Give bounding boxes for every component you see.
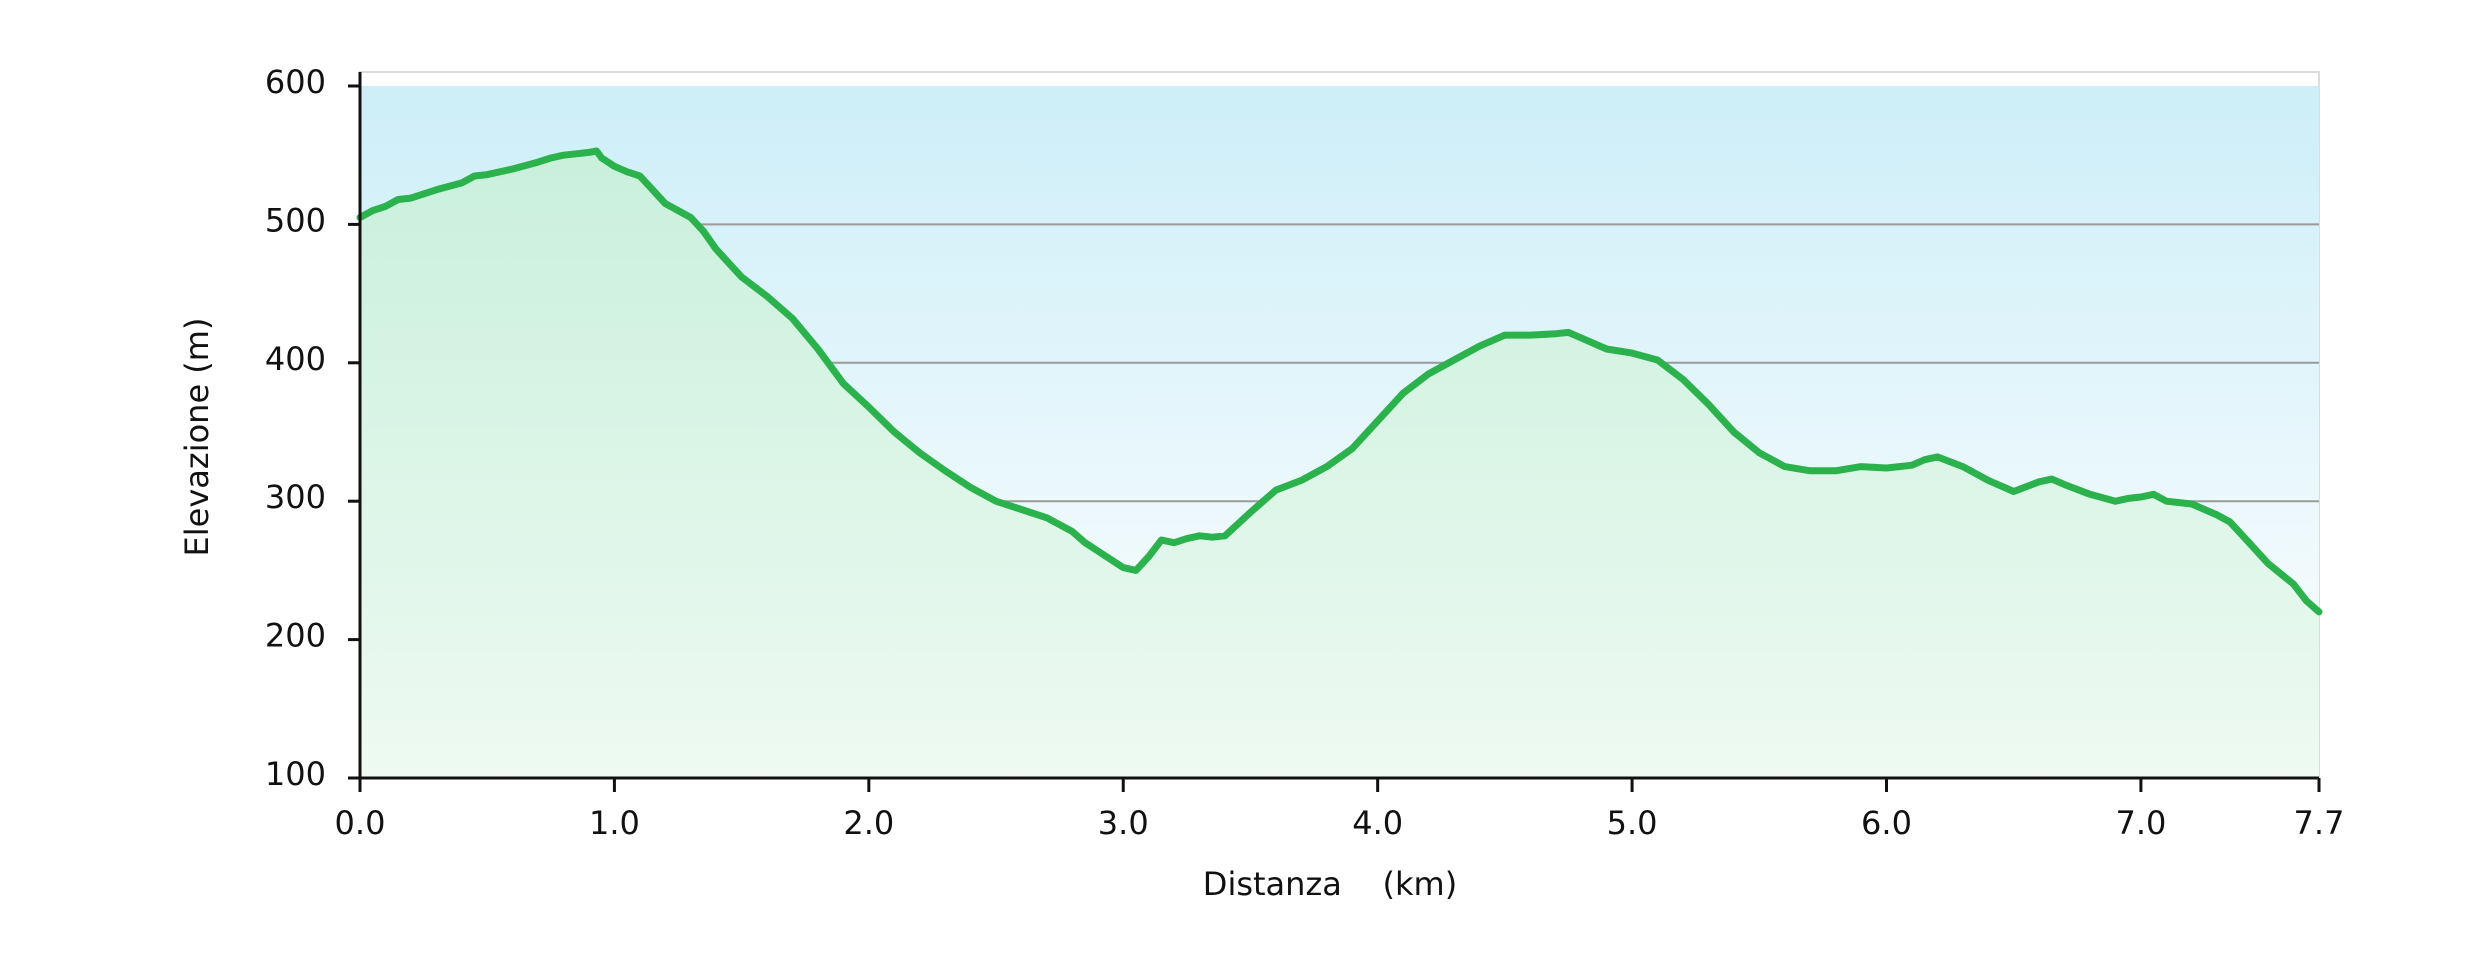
x-tick-label: 7.0 bbox=[2115, 804, 2166, 842]
elevation-area-fill bbox=[360, 151, 2319, 778]
y-axis-ticks: 100 200 300 400 500 600 bbox=[265, 63, 360, 793]
x-tick-label: 7.7 bbox=[2294, 804, 2345, 842]
y-axis-title: Elevazione (m) bbox=[178, 318, 216, 557]
x-tick-label: 1.0 bbox=[589, 804, 640, 842]
x-tick-label: 5.0 bbox=[1607, 804, 1658, 842]
y-tick-label: 600 bbox=[265, 63, 326, 101]
elevation-series-line bbox=[356, 147, 2323, 616]
y-tick-label: 200 bbox=[265, 617, 326, 655]
y-tick-label: 300 bbox=[265, 478, 326, 516]
x-axis-title: Distanza (km) bbox=[1203, 865, 1457, 903]
x-tick-label: 2.0 bbox=[843, 804, 894, 842]
x-tick-label: 4.0 bbox=[1352, 804, 1403, 842]
x-tick-label: 6.0 bbox=[1861, 804, 1912, 842]
y-tick-label: 500 bbox=[265, 201, 326, 239]
x-axis-ticks: 0.0 1.0 2.0 3.0 4.0 5.0 6.0 7.0 7.7 bbox=[335, 778, 2345, 842]
y-tick-label: 400 bbox=[265, 340, 326, 378]
x-tick-label: 0.0 bbox=[335, 804, 386, 842]
x-tick-label: 3.0 bbox=[1098, 804, 1149, 842]
y-tick-label: 100 bbox=[265, 755, 326, 793]
